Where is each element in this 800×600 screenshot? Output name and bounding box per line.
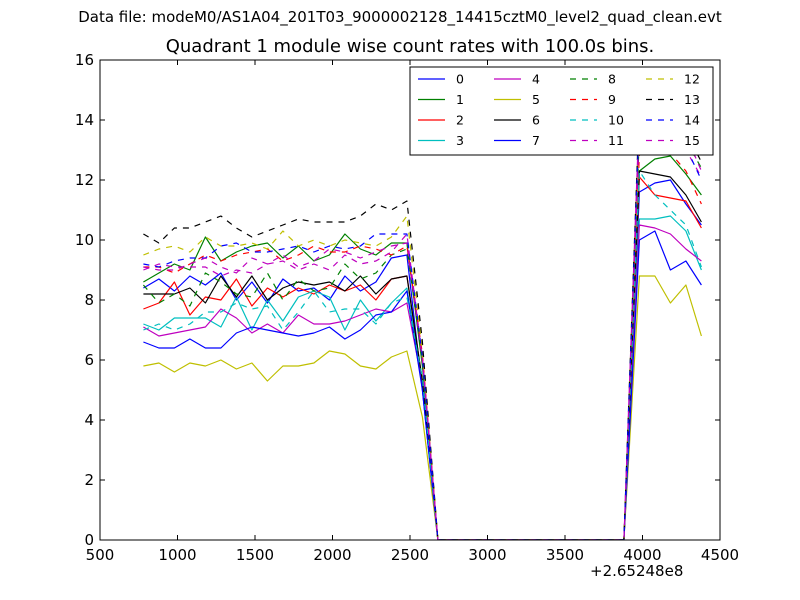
y-tick-label: 6 xyxy=(84,351,94,369)
y-tick-label: 2 xyxy=(84,471,94,489)
legend-label-11: 11 xyxy=(608,133,624,148)
x-tick-label: 2500 xyxy=(391,546,429,564)
series-line-7 xyxy=(143,230,702,540)
legend-label-6: 6 xyxy=(532,113,540,128)
legend-label-0: 0 xyxy=(456,72,464,87)
y-tick-label: 16 xyxy=(75,51,94,69)
x-tick-label: 3500 xyxy=(546,546,584,564)
legend-label-12: 12 xyxy=(684,72,700,87)
series-line-8 xyxy=(142,122,702,540)
x-tick-label: 2000 xyxy=(313,546,351,564)
x-axis-offset-label: +2.65248e8 xyxy=(590,562,684,580)
series-line-15 xyxy=(143,98,702,540)
x-tick-label: 3000 xyxy=(468,546,506,564)
legend-label-7: 7 xyxy=(532,133,540,148)
y-tick-label: 14 xyxy=(75,111,94,129)
y-tick-label: 8 xyxy=(84,291,94,309)
legend-label-3: 3 xyxy=(456,133,464,148)
x-tick-label: 4500 xyxy=(701,546,739,564)
x-tick-label: 1000 xyxy=(158,546,196,564)
x-tick-label: 1500 xyxy=(236,546,274,564)
y-tick-label: 0 xyxy=(84,531,94,549)
legend-label-10: 10 xyxy=(608,113,624,128)
legend-label-1: 1 xyxy=(456,92,464,107)
axis-ticks: 500 1000 1500 2000 2500 3000 3500 4000 4500 0 2 4 6 8… xyxy=(75,51,739,564)
legend-label-13: 13 xyxy=(684,92,700,107)
x-tick-label: 4000 xyxy=(623,546,661,564)
legend-label-4: 4 xyxy=(532,72,540,87)
legend-label-14: 14 xyxy=(684,113,700,128)
series-line-14 xyxy=(143,113,702,540)
series-line-12 xyxy=(143,101,702,540)
chart-title: Quadrant 1 module wise count rates with … xyxy=(165,36,655,57)
series-line-5 xyxy=(143,275,702,540)
y-tick-label: 4 xyxy=(84,411,94,429)
series-line-13 xyxy=(143,89,702,540)
series-line-11 xyxy=(143,119,702,540)
legend-label-2: 2 xyxy=(456,113,464,128)
y-tick-label: 12 xyxy=(75,171,94,189)
legend-label-9: 9 xyxy=(608,92,616,107)
series-lines xyxy=(142,89,702,540)
figure-suptitle: Data file: modeM0/AS1A04_201T03_90000021… xyxy=(78,8,722,26)
series-line-1 xyxy=(143,155,702,540)
series-line-9 xyxy=(143,143,702,540)
legend-label-5: 5 xyxy=(532,92,540,107)
legend-label-15: 15 xyxy=(684,133,700,148)
x-tick-label: 500 xyxy=(86,546,115,564)
y-tick-label: 10 xyxy=(75,231,94,249)
legend-label-8: 8 xyxy=(608,72,616,87)
